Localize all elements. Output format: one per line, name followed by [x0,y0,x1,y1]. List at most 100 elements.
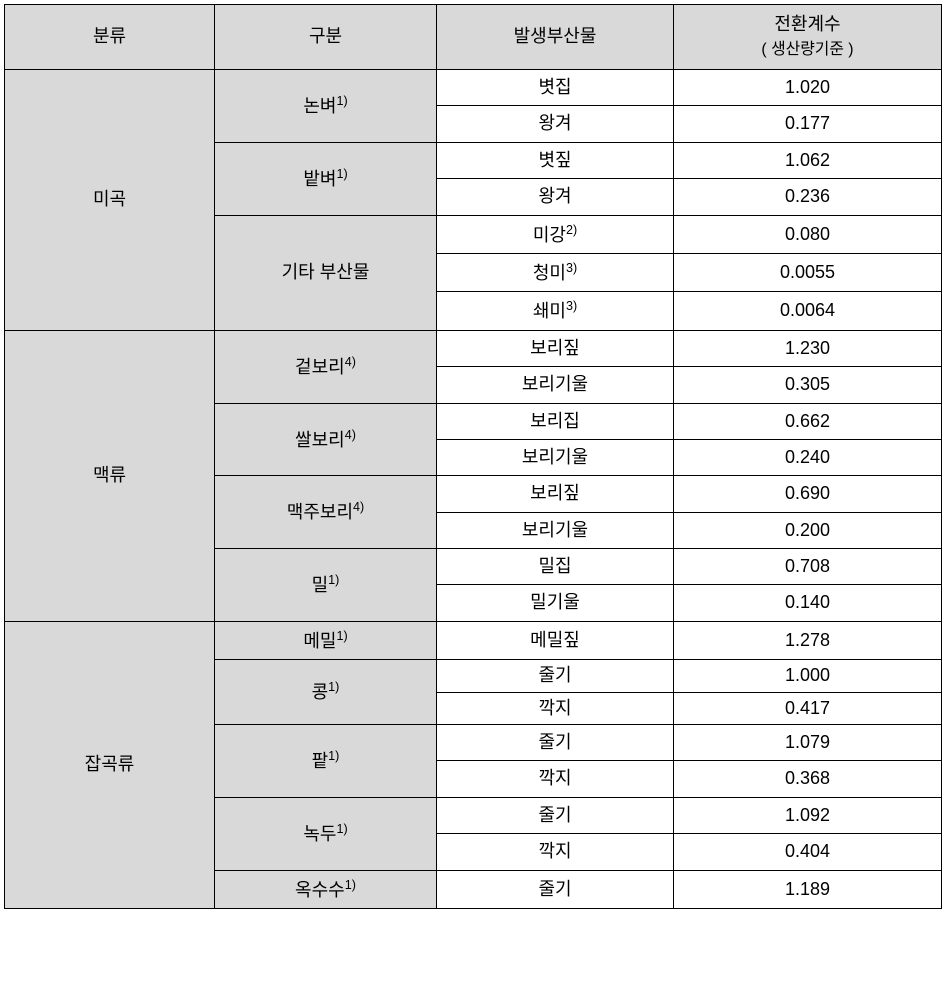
division-label: 밀 [312,575,329,595]
division-cell: 메밀1) [215,621,437,659]
byproduct-table: 분류 구분 발생부산물 전환계수 ( 생산량기준 ) 미곡논벼1)볏집1.020… [4,4,942,909]
coefficient-cell: 0.0064 [674,292,942,330]
byproduct-label: 왕겨 [538,113,571,133]
division-superscript: 1) [336,94,347,108]
coefficient-cell: 1.062 [674,142,942,178]
division-cell: 밀1) [215,549,437,622]
byproduct-label: 보리짚 [530,338,580,358]
byproduct-cell: 볏집 [437,69,674,105]
coefficient-cell: 1.278 [674,621,942,659]
coefficient-cell: 0.305 [674,367,942,403]
coefficient-cell: 1.189 [674,870,942,908]
byproduct-label: 보리기울 [522,374,588,394]
byproduct-label: 보리집 [530,411,580,431]
byproduct-label: 볏짚 [538,150,571,170]
byproduct-cell: 줄기 [437,797,674,833]
header-coefficient-sub: ( 생산량기준 ) [674,38,942,69]
coefficient-cell: 0.404 [674,834,942,870]
category-cell: 미곡 [5,69,215,330]
division-label: 쌀보리 [295,430,345,450]
byproduct-cell: 보리기울 [437,512,674,548]
byproduct-cell: 미강2) [437,215,674,253]
division-cell: 논벼1) [215,69,437,142]
byproduct-label: 메밀짚 [530,630,580,650]
byproduct-label: 줄기 [538,879,571,899]
category-cell: 맥류 [5,330,215,621]
byproduct-cell: 깍지 [437,692,674,724]
division-label: 녹두 [303,824,336,844]
division-label: 맥주보리 [287,502,353,522]
category-cell: 잡곡류 [5,621,215,908]
division-cell: 맥주보리4) [215,476,437,549]
coefficient-cell: 1.092 [674,797,942,833]
coefficient-cell: 0.080 [674,215,942,253]
byproduct-label: 쇄미 [533,301,566,321]
division-superscript: 4) [345,355,356,369]
division-cell: 기타 부산물 [215,215,437,330]
byproduct-cell: 밀집 [437,549,674,585]
byproduct-superscript: 2) [566,223,577,237]
division-label: 논벼 [303,96,336,116]
byproduct-label: 청미 [533,263,566,283]
division-label: 팥 [312,751,329,771]
division-superscript: 1) [336,167,347,181]
coefficient-cell: 1.000 [674,660,942,692]
byproduct-cell: 볏짚 [437,142,674,178]
header-byproduct: 발생부산물 [437,5,674,70]
byproduct-cell: 보리기울 [437,367,674,403]
coefficient-cell: 0.200 [674,512,942,548]
byproduct-label: 보리기울 [522,447,588,467]
header-category: 분류 [5,5,215,70]
table-row: 맥류겉보리4)보리짚1.230 [5,330,942,366]
table-body: 미곡논벼1)볏집1.020왕겨0.177밭벼1)볏짚1.062왕겨0.236기타… [5,69,942,908]
division-cell: 밭벼1) [215,142,437,215]
byproduct-label: 왕겨 [538,186,571,206]
division-label: 기타 부산물 [282,262,370,282]
division-superscript: 1) [328,573,339,587]
division-superscript: 4) [345,428,356,442]
division-superscript: 1) [336,629,347,643]
byproduct-superscript: 3) [566,261,577,275]
byproduct-cell: 보리집 [437,403,674,439]
division-superscript: 4) [353,500,364,514]
coefficient-cell: 0.708 [674,549,942,585]
table-row: 미곡논벼1)볏집1.020 [5,69,942,105]
byproduct-label: 보리짚 [530,483,580,503]
division-label: 겉보리 [295,357,345,377]
byproduct-label: 밀집 [538,556,571,576]
coefficient-cell: 0.368 [674,761,942,797]
byproduct-cell: 깍지 [437,761,674,797]
division-superscript: 1) [328,680,339,694]
byproduct-label: 깍지 [538,841,571,861]
byproduct-cell: 왕겨 [437,179,674,215]
byproduct-cell: 쇄미3) [437,292,674,330]
byproduct-cell: 줄기 [437,660,674,692]
coefficient-cell: 0.140 [674,585,942,621]
header-coefficient-main: 전환계수 [674,5,942,39]
byproduct-label: 줄기 [538,732,571,752]
byproduct-cell: 보리짚 [437,476,674,512]
division-cell: 쌀보리4) [215,403,437,476]
division-superscript: 1) [328,749,339,763]
byproduct-cell: 메밀짚 [437,621,674,659]
division-cell: 팥1) [215,725,437,798]
coefficient-cell: 1.230 [674,330,942,366]
byproduct-cell: 줄기 [437,725,674,761]
coefficient-cell: 0.177 [674,106,942,142]
byproduct-label: 밀기울 [530,592,580,612]
division-superscript: 1) [336,822,347,836]
division-cell: 콩1) [215,660,437,725]
byproduct-cell: 보리기울 [437,439,674,475]
table-row: 잡곡류메밀1)메밀짚1.278 [5,621,942,659]
division-superscript: 1) [345,878,356,892]
byproduct-label: 줄기 [538,805,571,825]
byproduct-cell: 청미3) [437,253,674,291]
header-division: 구분 [215,5,437,70]
byproduct-label: 깍지 [538,698,571,718]
byproduct-label: 줄기 [538,665,571,685]
byproduct-superscript: 3) [566,299,577,313]
coefficient-cell: 1.020 [674,69,942,105]
table-header: 분류 구분 발생부산물 전환계수 ( 생산량기준 ) [5,5,942,70]
coefficient-cell: 0.690 [674,476,942,512]
byproduct-cell: 밀기울 [437,585,674,621]
